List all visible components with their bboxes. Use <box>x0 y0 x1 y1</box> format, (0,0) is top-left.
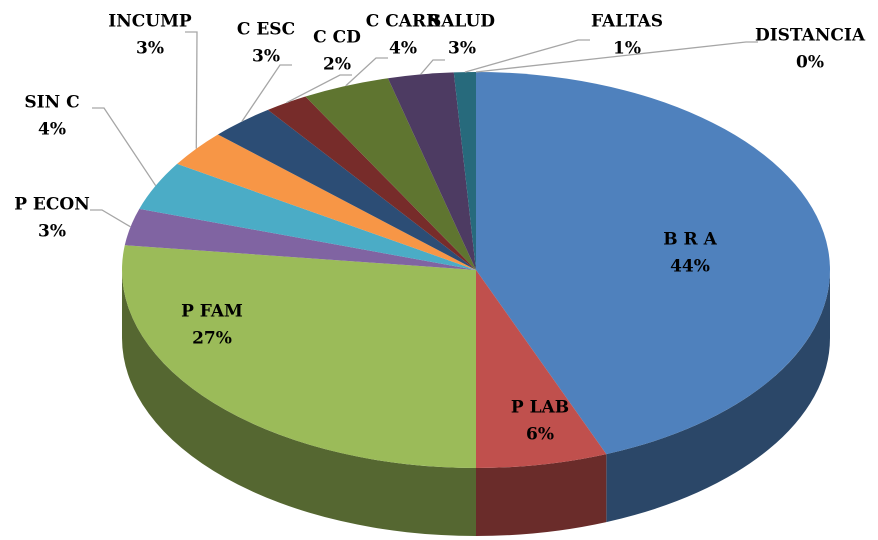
slice <box>124 208 477 270</box>
slice-label: C CD <box>313 28 361 48</box>
slice-value-label: 6% <box>526 425 554 445</box>
slice <box>139 163 476 270</box>
slice-value-label: 1% <box>613 39 641 59</box>
leader-line <box>286 74 352 104</box>
slice-label: DISTANCIA <box>755 26 866 46</box>
slice-label: INCUMP <box>108 12 192 32</box>
slice <box>476 270 607 468</box>
slice-label: FALTAS <box>591 12 663 32</box>
slice-side <box>476 454 607 536</box>
slice-value-label: 3% <box>136 39 164 59</box>
leader-line <box>464 39 590 73</box>
leader-line <box>345 57 388 87</box>
slice-label: P FAM <box>181 302 243 322</box>
slice-label: C CARR <box>366 12 441 32</box>
slice <box>177 134 476 270</box>
slice-label: P LAB <box>511 398 569 418</box>
slice <box>305 78 476 270</box>
slice-side <box>122 270 476 536</box>
slice <box>476 72 830 455</box>
slice-side <box>606 270 830 523</box>
leader-line <box>90 209 131 228</box>
slice-label: SIN C <box>24 93 79 113</box>
slice-label: SALUD <box>429 12 495 32</box>
slice-value-label: 2% <box>323 55 351 75</box>
slice <box>387 72 476 270</box>
slice-value-label: 3% <box>38 222 66 242</box>
slice-value-label: 4% <box>389 39 417 59</box>
slice-value-label: 3% <box>252 47 280 67</box>
leader-line <box>475 41 758 73</box>
slice-value-label: 4% <box>38 120 66 140</box>
slice-value-label: 44% <box>670 257 710 277</box>
slice <box>453 72 476 270</box>
leader-line <box>241 64 292 122</box>
slice-value-label: 27% <box>192 329 232 349</box>
slice-label: P ECON <box>14 195 90 215</box>
leader-line <box>420 59 445 75</box>
leader-line <box>185 31 198 149</box>
slice-value-label: 0% <box>796 53 824 73</box>
leader-line <box>92 107 157 187</box>
slice-label: C ESC <box>237 20 295 40</box>
slice <box>217 109 476 270</box>
slice <box>267 96 476 271</box>
slice-label: B R A <box>663 230 717 250</box>
slice <box>121 245 476 468</box>
slice-value-label: 3% <box>448 39 476 59</box>
